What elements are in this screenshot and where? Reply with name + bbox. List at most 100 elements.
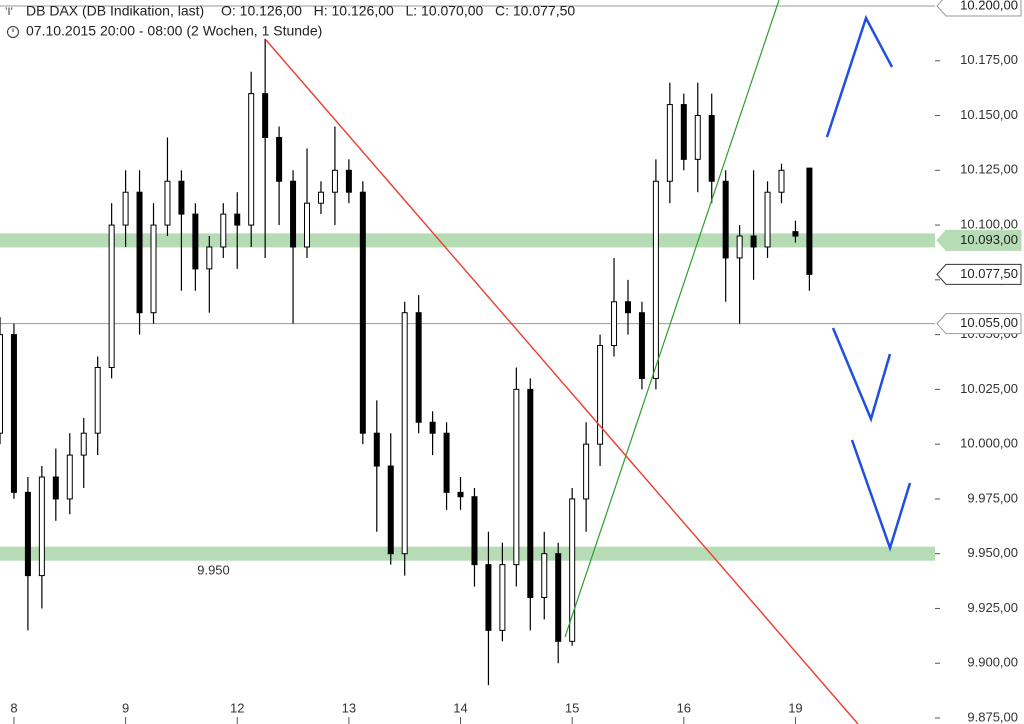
candle-body [471, 496, 478, 566]
clock-icon [7, 26, 19, 38]
candle [0, 317, 3, 445]
chart-subtitle: 07.10.2015 20:00 - 08:00 (2 Wochen, 1 St… [26, 23, 322, 39]
candle-body [304, 202, 311, 248]
candle-body [624, 301, 631, 314]
price-label-box [936, 313, 1022, 335]
candle [541, 531, 548, 620]
candle [499, 542, 506, 642]
y-tick-label: 9.900,00 [967, 655, 1018, 670]
candle-body [722, 180, 729, 259]
price-label-box [936, 229, 1022, 251]
candle-body [736, 235, 743, 259]
candle [555, 542, 562, 664]
candle [652, 159, 659, 390]
candle-body [443, 432, 450, 493]
candle-body [513, 388, 520, 566]
candle [527, 378, 534, 631]
candle [666, 82, 673, 204]
candle-body [38, 476, 45, 577]
candle-body [611, 301, 618, 347]
y-tick-label: 10.025,00 [960, 381, 1018, 396]
candle [387, 433, 394, 565]
arrow-down [850, 439, 912, 552]
y-tick-label: 10.000,00 [960, 436, 1018, 451]
candle-body [652, 180, 659, 379]
candle [638, 301, 645, 390]
candle-body [694, 115, 701, 160]
candle-body [10, 334, 17, 493]
candle [276, 126, 283, 226]
y-tick-label: 10.100,00 [960, 217, 1018, 232]
candle [680, 93, 687, 171]
candle [611, 257, 618, 357]
candle [694, 82, 701, 193]
x-tick-label: 15 [565, 700, 579, 715]
bands [0, 5, 935, 561]
candles [0, 38, 813, 686]
candle [359, 181, 366, 445]
price-label: 10.077,50 [960, 266, 1018, 281]
candle [331, 126, 338, 226]
candle [164, 137, 171, 237]
arrow-up [825, 14, 894, 138]
candle [38, 466, 45, 609]
candle [150, 203, 157, 324]
y-tick-label: 10.125,00 [960, 162, 1018, 177]
candle [206, 236, 213, 313]
candle [178, 170, 185, 291]
candle [248, 71, 255, 247]
candle [764, 181, 771, 258]
chart-title: DB DAX (DB Indikation, last) [26, 3, 204, 19]
candle-body [345, 169, 352, 193]
candle [317, 181, 324, 215]
candle-body [262, 93, 269, 138]
candle-body [778, 169, 785, 193]
candle-body [122, 191, 129, 226]
price-band [0, 233, 935, 248]
candle [108, 203, 115, 379]
candle-body [359, 191, 366, 434]
candle [778, 163, 785, 204]
candle-body [248, 93, 255, 226]
candle [485, 531, 492, 686]
candle-body [527, 388, 534, 599]
candle-body [708, 115, 715, 182]
candle [401, 301, 408, 576]
candle-body [80, 432, 87, 456]
x-tick-label: 12 [230, 700, 244, 715]
candle-body [150, 224, 157, 314]
annotation: 9.950 [197, 563, 230, 578]
candle [373, 400, 380, 532]
x-tick-label: 16 [677, 700, 691, 715]
candle [806, 167, 813, 291]
candle [722, 170, 729, 302]
y-tick-label: 10.175,00 [960, 52, 1018, 67]
candle [792, 220, 799, 243]
candle-body [792, 231, 799, 237]
candle [750, 170, 757, 280]
candle-body [290, 180, 297, 248]
candle-body [429, 421, 436, 434]
trend-line-red [265, 39, 859, 724]
candle [583, 422, 590, 532]
candle-body [373, 432, 380, 467]
candle-body [764, 191, 771, 248]
x-tick-label: 13 [342, 700, 356, 715]
trend-line-green [564, 0, 780, 638]
candle-body [401, 312, 408, 555]
candle-body [680, 104, 687, 160]
candle [66, 433, 73, 515]
candle [122, 170, 129, 247]
x-tick-label: 8 [10, 700, 17, 715]
candle-body [317, 191, 324, 204]
candle-body [220, 213, 227, 248]
bar-icon: ’I’ [5, 6, 13, 18]
y-tick-label: 9.975,00 [967, 490, 1018, 505]
candle-body [583, 443, 590, 500]
candle-body [555, 553, 562, 642]
candle-body [52, 476, 59, 500]
y-tick-label: 9.925,00 [967, 600, 1018, 615]
x-tick-label: 9 [122, 700, 129, 715]
price-label: 10.200,00 [960, 0, 1018, 12]
